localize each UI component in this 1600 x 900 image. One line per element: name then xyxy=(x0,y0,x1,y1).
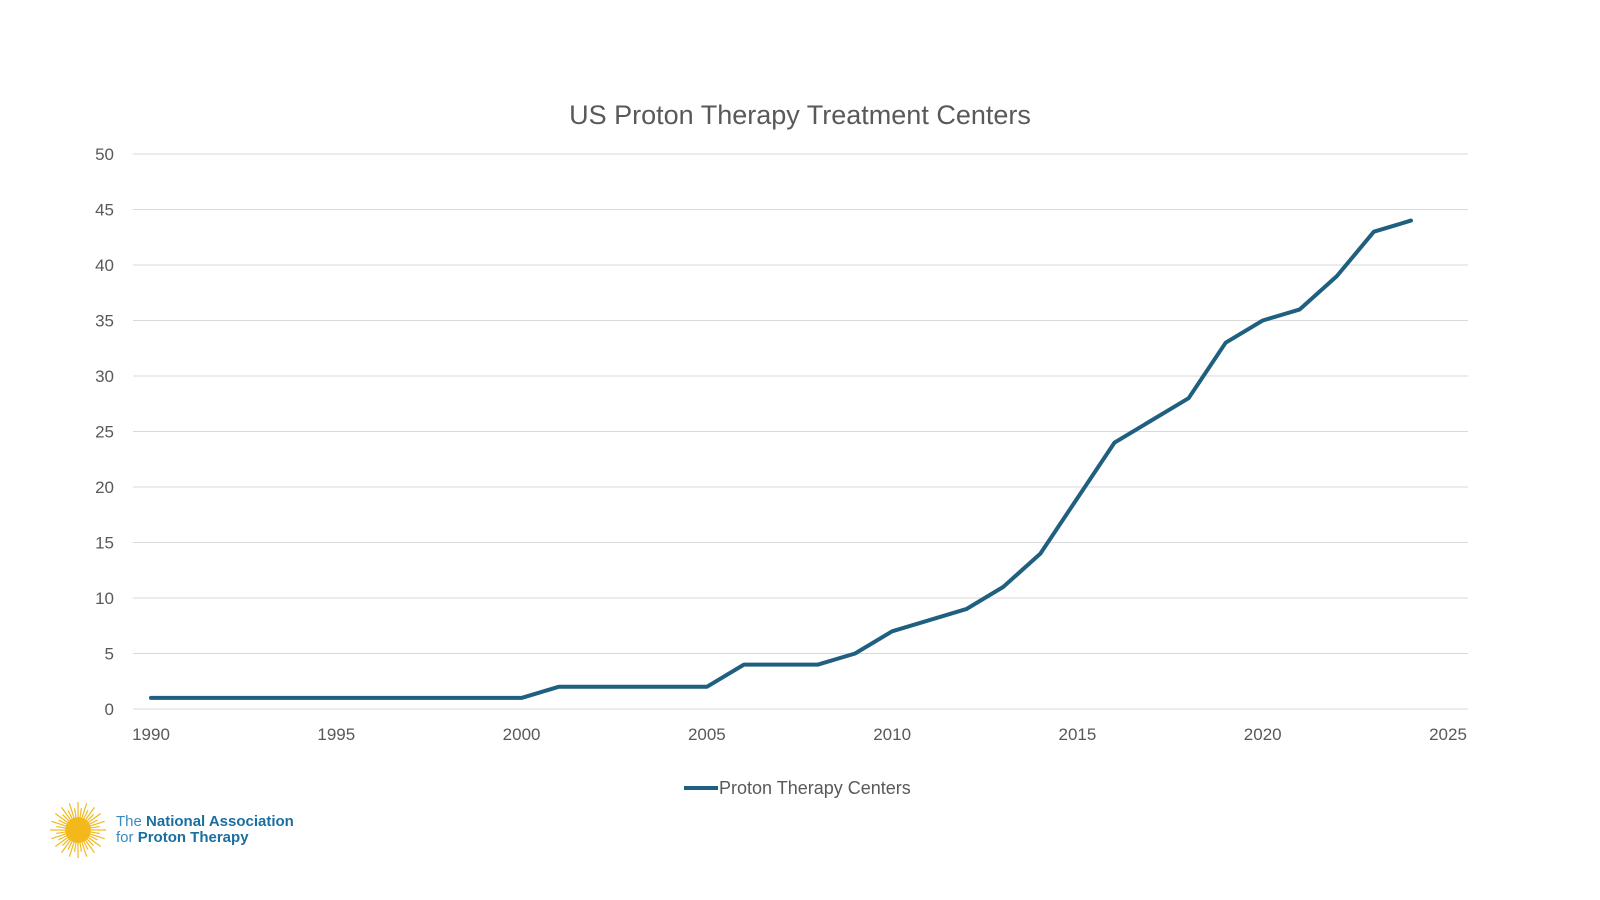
sun-ray xyxy=(67,841,73,850)
x-tick-label: 1995 xyxy=(317,725,355,744)
x-tick-label: 2020 xyxy=(1244,725,1282,744)
logo-the: The xyxy=(116,813,142,830)
sun-ray xyxy=(54,813,68,823)
sun-ray xyxy=(90,820,105,827)
y-tick-label: 0 xyxy=(105,700,114,719)
sun-ray xyxy=(90,833,105,840)
sun-ray xyxy=(85,806,95,820)
logo: The National Association for Proton Ther… xyxy=(48,800,294,860)
sun-ray xyxy=(56,825,66,829)
logo-text: The National Association for Proton Ther… xyxy=(116,814,294,846)
x-tick-label: 2000 xyxy=(503,725,541,744)
sun-ray xyxy=(62,814,70,822)
sun-ray xyxy=(56,831,66,835)
sun-ray xyxy=(51,820,66,827)
sun-ray xyxy=(51,833,66,840)
sun-ray xyxy=(67,810,73,819)
x-tick-label: 2005 xyxy=(688,725,726,744)
logo-line2: Proton Therapy xyxy=(137,829,249,846)
y-tick-label: 15 xyxy=(95,534,114,553)
sun-ray xyxy=(86,838,94,846)
y-tick-label: 50 xyxy=(95,145,114,164)
sun-ray xyxy=(68,842,75,857)
x-tick-label: 2015 xyxy=(1059,725,1097,744)
sun-ray xyxy=(61,840,71,854)
sun-ray xyxy=(81,842,88,857)
y-tick-label: 25 xyxy=(95,423,114,442)
logo-for: for xyxy=(116,829,134,846)
sun-ray xyxy=(58,835,67,841)
y-tick-label: 10 xyxy=(95,589,114,608)
y-tick-label: 30 xyxy=(95,367,114,386)
sun-ray xyxy=(62,838,70,846)
sun-ray xyxy=(61,806,71,820)
legend-label: Proton Therapy Centers xyxy=(719,778,911,798)
sun-ray xyxy=(79,808,83,818)
sun-ray xyxy=(81,803,88,818)
sun-ray xyxy=(79,842,83,852)
sun-ray xyxy=(83,841,89,850)
series-line xyxy=(149,218,1413,700)
y-tick-label: 45 xyxy=(95,201,114,220)
logo-line1: National Association xyxy=(146,813,294,830)
y-tick-label: 20 xyxy=(95,478,114,497)
chart-title: US Proton Therapy Treatment Centers xyxy=(569,100,1031,130)
sun-ray xyxy=(90,831,100,835)
sun-ray xyxy=(89,835,98,841)
sun-ray xyxy=(73,842,77,852)
sun-ray xyxy=(89,819,98,825)
y-tick-label: 40 xyxy=(95,256,114,275)
y-tick-label: 5 xyxy=(105,645,114,664)
sun-ray xyxy=(85,840,95,854)
sun-ray xyxy=(86,814,94,822)
y-tick-label: 35 xyxy=(95,312,114,331)
x-tick-label: 2025 xyxy=(1429,725,1467,744)
sun-ray xyxy=(73,808,77,818)
x-tick-label: 1990 xyxy=(132,725,170,744)
x-tick-label: 2010 xyxy=(873,725,911,744)
sun-ray xyxy=(83,810,89,819)
sun-ray xyxy=(54,837,68,847)
sun-ray xyxy=(58,819,67,825)
sun-disc xyxy=(65,817,91,843)
sun-icon xyxy=(50,802,106,858)
sun-ray xyxy=(68,803,75,818)
sun-ray xyxy=(90,825,100,829)
sun-ray xyxy=(88,813,102,823)
sun-ray xyxy=(88,837,102,847)
legend: Proton Therapy Centers xyxy=(684,778,911,798)
